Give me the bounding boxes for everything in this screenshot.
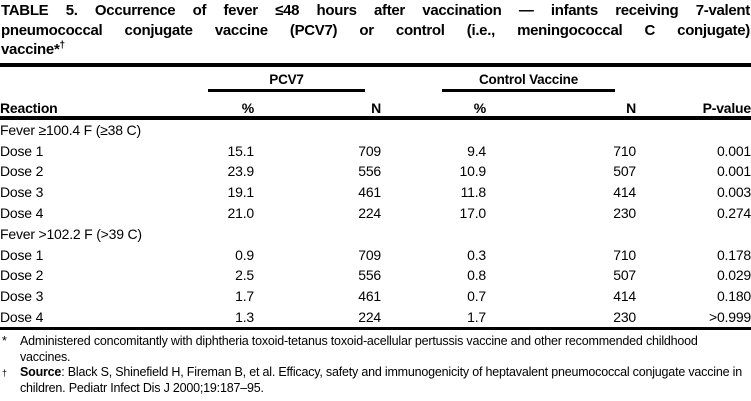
footnote-source-label: Source (20, 365, 62, 380)
title-line-1: TABLE 5. Occurrence of fever ≤48 hours a… (1, 2, 750, 19)
column-header-p-value: P-value (636, 91, 751, 120)
control-pct-cell: 1.7 (467, 309, 486, 326)
table-row: Dose 3 19.1 461 11.8 414 0.003 (0, 182, 751, 203)
pcv7-pct-cell: 2.5 (235, 267, 254, 284)
section-label: Fever ≥100.4 F (≥38 C) (0, 121, 141, 138)
control-n-cell: 414 (613, 184, 636, 201)
pcv7-pct-cell: 15.1 (227, 142, 254, 159)
pcv7-n-cell: 224 (358, 205, 381, 222)
section-label: Fever >102.2 F (>39 C) (0, 225, 142, 242)
pcv7-pct-cell: 19.1 (227, 184, 254, 201)
table-row: Dose 1 15.1 709 9.4 710 0.001 (0, 140, 751, 161)
table-row: Dose 2 2.5 556 0.8 507 0.029 (0, 265, 751, 286)
footnotes: * Administered concomitantly with diphth… (0, 330, 751, 396)
title-line-2: pneumococcal conjugate vaccine (PCV7) or… (1, 21, 750, 39)
footnote-dagger: † Source: Black S, Shinefield H, Fireman… (2, 365, 747, 396)
pcv7-n-cell: 709 (358, 246, 381, 263)
group-label-control-vaccine: Control Vaccine (442, 72, 615, 92)
section-header-row-fever-102: Fever >102.2 F (>39 C) (0, 223, 751, 244)
row-label: Dose 4 (0, 205, 44, 222)
control-n-cell: 414 (613, 288, 636, 305)
control-n-cell: 230 (613, 205, 636, 222)
fever-occurrence-table: PCV7 Control Vaccine Reaction % N % N P-… (0, 62, 751, 328)
pcv7-n-cell: 556 (358, 163, 381, 180)
title-line-3-text: vaccine* (1, 41, 60, 58)
row-label: Dose 4 (0, 309, 44, 326)
table-bottom-rule (0, 327, 751, 331)
column-header-pcv7-n: N (254, 91, 381, 120)
footnote-asterisk-text: Administered concomitantly with diphther… (20, 334, 698, 364)
footnote-source-body: : Black S, Shinefield H, Fireman B, et a… (20, 365, 742, 395)
p-value-cell: 0.274 (716, 205, 751, 222)
footnote-dagger-text: Source: Black S, Shinefield H, Fireman B… (20, 365, 747, 396)
table-body: Fever ≥100.4 F (≥38 C) Dose 1 15.1 709 9… (0, 118, 751, 328)
footnote-dagger-marker: † (2, 368, 7, 379)
row-label: Dose 2 (0, 163, 44, 180)
pcv7-n-cell: 461 (358, 184, 381, 201)
group-header-row: PCV7 Control Vaccine (0, 65, 751, 92)
column-header-pcv7-pct: % (163, 91, 254, 120)
group-header-spacer-right (636, 65, 751, 92)
control-pct-cell: 0.7 (467, 288, 486, 305)
pcv7-pct-cell: 23.9 (227, 163, 254, 180)
control-n-cell: 710 (613, 246, 636, 263)
title-line-3: vaccine*† (1, 40, 750, 60)
row-label: Dose 1 (0, 246, 44, 263)
control-n-cell: 507 (613, 163, 636, 180)
column-header-reaction: Reaction (0, 91, 163, 120)
control-n-cell: 230 (613, 309, 636, 326)
row-label: Dose 3 (0, 184, 44, 201)
column-header-control-pct: % (381, 91, 486, 120)
pcv7-pct-cell: 21.0 (227, 205, 254, 222)
pcv7-n-cell: 556 (358, 267, 381, 284)
row-label: Dose 2 (0, 267, 44, 284)
control-n-cell: 710 (613, 142, 636, 159)
table-title: TABLE 5. Occurrence of fever ≤48 hours a… (0, 0, 751, 63)
row-label: Dose 3 (0, 288, 44, 305)
row-label: Dose 1 (0, 142, 44, 159)
group-header-pcv7: PCV7 (163, 65, 381, 92)
control-pct-cell: 0.8 (467, 267, 486, 284)
section-header-row-fever-100: Fever ≥100.4 F (≥38 C) (0, 118, 751, 141)
pcv7-n-cell: 461 (358, 288, 381, 305)
group-header-spacer-left (0, 65, 163, 92)
group-header-control: Control Vaccine (381, 65, 636, 92)
control-pct-cell: 9.4 (467, 142, 486, 159)
table-header: PCV7 Control Vaccine Reaction % N % N P-… (0, 65, 751, 120)
pcv7-pct-cell: 1.7 (235, 288, 254, 305)
control-pct-cell: 0.3 (467, 246, 486, 263)
footnote-asterisk-marker: * (2, 334, 7, 349)
pcv7-n-cell: 224 (358, 309, 381, 326)
pcv7-pct-cell: 0.9 (235, 246, 254, 263)
control-pct-cell: 17.0 (459, 205, 486, 222)
title-dagger-mark: † (59, 40, 65, 51)
p-value-cell: 0.029 (716, 267, 751, 284)
control-n-cell: 507 (613, 267, 636, 284)
pcv7-pct-cell: 1.3 (235, 309, 254, 326)
p-value-cell: 0.003 (716, 184, 751, 201)
p-value-cell: 0.178 (716, 246, 751, 263)
column-header-row: Reaction % N % N P-value (0, 91, 751, 120)
p-value-cell: 0.001 (716, 142, 751, 159)
control-pct-cell: 10.9 (459, 163, 486, 180)
footnote-asterisk: * Administered concomitantly with diphth… (2, 334, 747, 365)
table-row: Dose 3 1.7 461 0.7 414 0.180 (0, 286, 751, 307)
group-label-pcv7: PCV7 (208, 72, 365, 92)
p-value-cell: >0.999 (708, 309, 751, 326)
table-row: Dose 2 23.9 556 10.9 507 0.001 (0, 161, 751, 182)
table-row: Dose 4 1.3 224 1.7 230 >0.999 (0, 307, 751, 328)
column-header-control-n: N (486, 91, 636, 120)
table-row: Dose 4 21.0 224 17.0 230 0.274 (0, 203, 751, 224)
p-value-cell: 0.180 (716, 288, 751, 305)
control-pct-cell: 11.8 (460, 184, 486, 201)
p-value-cell: 0.001 (716, 163, 751, 180)
pcv7-n-cell: 709 (358, 142, 381, 159)
table-row: Dose 1 0.9 709 0.3 710 0.178 (0, 244, 751, 265)
